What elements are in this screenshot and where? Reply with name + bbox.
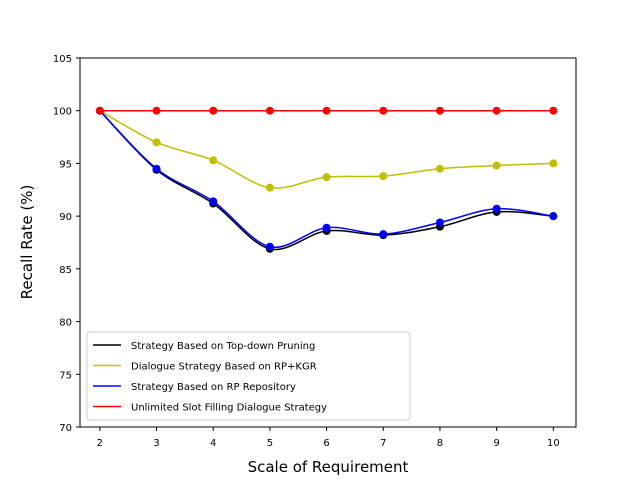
x-tick-label: 8: [437, 438, 443, 449]
legend-frame: [86, 331, 411, 421]
data-point: [549, 212, 558, 221]
data-point: [152, 138, 161, 147]
series-2: [95, 106, 558, 192]
y-tick-label: 95: [59, 159, 72, 170]
x-tick-label: 5: [267, 438, 273, 449]
x-tick-label: 10: [547, 438, 560, 449]
x-tick-label: 2: [97, 438, 103, 449]
data-point: [322, 106, 331, 115]
y-tick-label: 75: [59, 370, 72, 381]
y-axis-label: Recall Rate (%): [18, 185, 36, 300]
data-point: [265, 183, 274, 192]
data-point: [379, 172, 388, 181]
data-point: [209, 156, 218, 165]
y-tick-label: 70: [59, 423, 72, 434]
data-point: [492, 204, 501, 213]
data-point: [435, 218, 444, 227]
y-tick-label: 105: [53, 54, 72, 65]
y-tick-label: 80: [59, 318, 72, 329]
series-line: [99, 110, 554, 251]
y-tick-label: 85: [59, 265, 72, 276]
y-tick-label: 100: [53, 107, 72, 118]
plot-frame: [79, 57, 577, 428]
series-4: [95, 106, 558, 115]
data-point: [152, 106, 161, 115]
x-tick-label: 4: [210, 438, 216, 449]
x-tick-label: 7: [380, 438, 386, 449]
data-point: [492, 161, 501, 170]
x-tick-label: 3: [153, 438, 159, 449]
y-axis: 70 75 80 85 90 95 100 105: [53, 54, 80, 434]
data-point: [265, 106, 274, 115]
data-point: [379, 106, 388, 115]
data-point: [549, 106, 558, 115]
data-point: [322, 223, 331, 232]
data-point: [435, 164, 444, 173]
data-point: [152, 164, 161, 173]
x-axis: 2 3 4 5 6 7 8 9 10: [97, 427, 560, 449]
y-tick-label: 90: [59, 212, 72, 223]
data-point: [95, 106, 104, 115]
data-point: [209, 106, 218, 115]
legend-label: Dialogue Strategy Based on RP+KGR: [131, 362, 317, 373]
legend-label: Unlimited Slot Filling Dialogue Strategy: [131, 403, 327, 414]
x-tick-label: 9: [493, 438, 499, 449]
legend-label: Strategy Based on Top-down Pruning: [131, 341, 315, 352]
series-layer: [95, 106, 558, 253]
data-point: [209, 197, 218, 206]
data-point: [322, 173, 331, 182]
data-point: [435, 106, 444, 115]
x-tick-label: 6: [323, 438, 329, 449]
legend-label: Strategy Based on RP Repository: [131, 382, 296, 393]
data-point: [265, 242, 274, 251]
legend: Strategy Based on Top-down Pruning Dialog…: [86, 331, 411, 421]
series-3: [95, 106, 558, 251]
data-point: [379, 230, 388, 239]
x-axis-label: Scale of Requirement: [248, 458, 409, 476]
series-line: [99, 110, 554, 249]
data-point: [549, 159, 558, 168]
data-point: [492, 106, 501, 115]
